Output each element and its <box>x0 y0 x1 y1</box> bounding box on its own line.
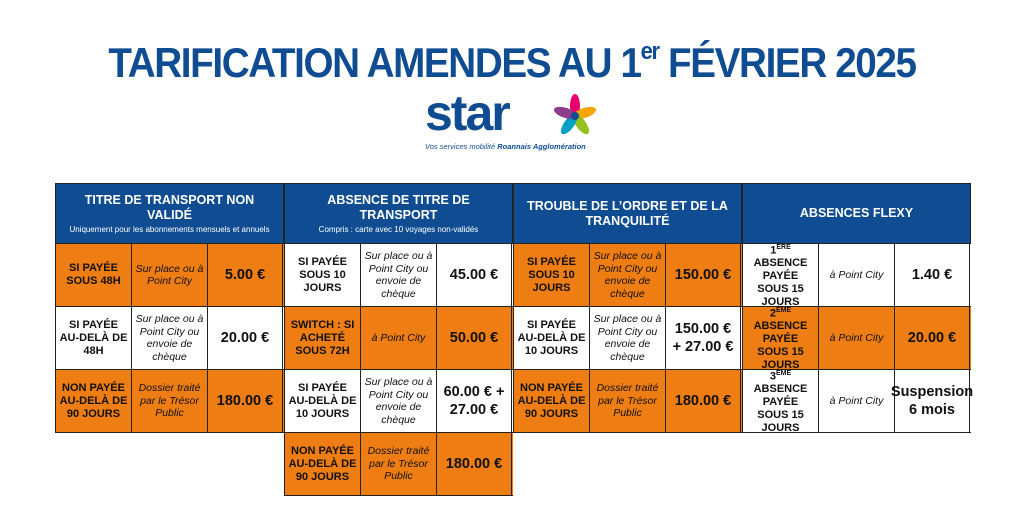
table-row: SI PAYÉE SOUS 10 JOURS Sur place ou à Poi… <box>513 244 742 307</box>
tagline: Vos services mobilité Roannais Aggloméra… <box>425 142 586 151</box>
table-cell: 180.00 € <box>207 370 283 432</box>
cell-number: 1 <box>770 244 777 257</box>
group-header: TROUBLE DE L’ORDRE ET DE LA TRANQUILITÉ <box>513 183 742 244</box>
group-header: ABSENCE DE TITRE DE TRANSPORT Compris : c… <box>284 183 513 244</box>
table-cell: 3ÈME ABSENCE PAYÉE SOUS 15 JOURS <box>742 370 818 434</box>
table-cell: SI PAYÉE AU-DELÀ DE 48H <box>55 307 131 369</box>
header-subtitle: Uniquement pour les abonnements mensuels… <box>69 225 270 234</box>
table-cell: 180.00 € <box>665 370 741 432</box>
table-cell: 150.00 € <box>665 244 741 306</box>
cell-text: 1ÈRE ABSENCE PAYÉE SOUS 15 JOURS <box>746 241 815 310</box>
table-cell: Sur place ou à Point City ou envoie de c… <box>589 244 665 306</box>
table-cell: 50.00 € <box>436 307 512 369</box>
table-row: SI PAYÉE SOUS 10 JOURS Sur place ou à Poi… <box>284 244 513 307</box>
table-cell: SI PAYÉE AU-DELÀ DE 10 JOURS <box>284 370 360 432</box>
cell-text: 2ÈME ABSENCE PAYÉE SOUS 15 JOURS <box>746 304 815 373</box>
tagline-bold: Roannais Agglomération <box>497 142 586 151</box>
table-cell: 20.00 € <box>894 307 970 369</box>
table-cell: 1ÈRE ABSENCE PAYÉE SOUS 15 JOURS <box>742 244 818 308</box>
table-cell: à Point City <box>818 244 894 306</box>
table-cell: SI PAYÉE SOUS 48H <box>55 244 131 306</box>
table-row: SI PAYÉE AU-DELÀ DE 10 JOURS Sur place ou… <box>513 307 742 370</box>
table-cell: Sur place ou à Point City ou envoie de c… <box>360 370 436 432</box>
column-group: ABSENCES FLEXY 1ÈRE ABSENCE PAYÉE SOUS 15… <box>742 183 973 434</box>
table-cell: Sur place ou à Point City <box>131 244 207 306</box>
table-row: NON PAYÉE AU-DELÀ DE 90 JOURS Dossier tra… <box>513 370 742 433</box>
title-text: FÉVRIER 2025 <box>658 39 917 86</box>
table-row: 3ÈME ABSENCE PAYÉE SOUS 15 JOURS à Point … <box>742 370 973 434</box>
title-sup: er <box>640 38 660 65</box>
group-header: ABSENCES FLEXY <box>742 183 971 244</box>
logo: star Vos services mobilité Roannais Aggl… <box>425 85 605 152</box>
header-subtitle: Compris : carte avec 10 voyages non-vali… <box>318 225 479 234</box>
table-cell: 1.40 € <box>894 244 970 306</box>
table-cell: SWITCH : SI ACHETÉ SOUS 72H <box>284 307 360 369</box>
table-cell: à Point City <box>818 370 894 432</box>
table-cell: 150.00 € + 27.00 € <box>665 307 741 369</box>
table-cell: NON PAYÉE AU-DELÀ DE 90 JOURS <box>513 370 589 432</box>
table-cell: SI PAYÉE AU-DELÀ DE 10 JOURS <box>513 307 589 369</box>
table-cell: Sur place ou à Point City ou envoie de c… <box>131 307 207 369</box>
table-cell: à Point City <box>360 307 436 369</box>
header-title: ABSENCES FLEXY <box>799 206 914 220</box>
column-group: TROUBLE DE L’ORDRE ET DE LA TRANQUILITÉ S… <box>513 183 742 433</box>
table-row: 1ÈRE ABSENCE PAYÉE SOUS 15 JOURS à Point … <box>742 244 971 308</box>
cell-number: 2 <box>769 307 776 320</box>
table-cell: Dossier traité par le Trésor Public <box>589 370 665 432</box>
table-cell: 2ÈME ABSENCE PAYÉE SOUS 15 JOURS <box>742 307 818 371</box>
table-cell: Dossier traité par le Trésor Public <box>360 433 436 495</box>
cell-number: 3 <box>769 370 776 383</box>
header-title: ABSENCE DE TITRE DE TRANSPORT <box>327 193 470 222</box>
table-row: 2ÈME ABSENCE PAYÉE SOUS 15 JOURS à Point … <box>742 307 971 371</box>
table-row: NON PAYÉE AU-DELÀ DE 90 JOURS Dossier tra… <box>284 433 513 496</box>
column-group: ABSENCE DE TITRE DE TRANSPORT Compris : c… <box>284 183 513 496</box>
group-header: TITRE DE TRANSPORT NON VALIDÉ Uniquement … <box>55 183 284 244</box>
title: TARIFICATION AMENDES AU 1er FÉVRIER 2025 <box>41 38 983 87</box>
logo-text: star <box>425 85 511 141</box>
table-cell: Suspension 6 mois <box>891 370 973 432</box>
cell-sup: ÈRE <box>776 243 791 251</box>
cell-text: ABSENCE PAYÉE SOUS 15 JOURS <box>753 320 808 372</box>
table-cell: Sur place ou à Point City ou envoie de c… <box>360 244 436 306</box>
table-cell: à Point City <box>818 307 894 369</box>
cell-text: ABSENCE PAYÉE SOUS 15 JOURS <box>753 383 808 435</box>
table-cell: 60.00 € + 27.00 € <box>436 370 512 432</box>
table-cell: NON PAYÉE AU-DELÀ DE 90 JOURS <box>55 370 131 432</box>
table-cell: 20.00 € <box>207 307 283 369</box>
header-title: TITRE DE TRANSPORT NON VALIDÉ <box>84 193 255 222</box>
cell-text: ABSENCE PAYÉE SOUS 15 JOURS <box>753 257 808 309</box>
column-group: TITRE DE TRANSPORT NON VALIDÉ Uniquement … <box>55 183 284 433</box>
table-cell: NON PAYÉE AU-DELÀ DE 90 JOURS <box>284 433 360 495</box>
table-row: NON PAYÉE AU-DELÀ DE 90 JOURS Dossier tra… <box>55 370 284 433</box>
title-text: TARIFICATION AMENDES AU 1 <box>108 39 642 86</box>
table-cell: 5.00 € <box>207 244 283 306</box>
table-cell: Dossier traité par le Trésor Public <box>131 370 207 432</box>
table-cell: 45.00 € <box>436 244 512 306</box>
table-cell: SI PAYÉE SOUS 10 JOURS <box>513 244 589 306</box>
table-cell: SI PAYÉE SOUS 10 JOURS <box>284 244 360 306</box>
cell-text: 3ÈME ABSENCE PAYÉE SOUS 15 JOURS <box>746 367 815 436</box>
cell-sup: ÈME <box>775 369 792 377</box>
logo-star <box>553 94 597 135</box>
table-row: SI PAYÉE AU-DELÀ DE 48H Sur place ou à Po… <box>55 307 284 370</box>
table-cell: 180.00 € <box>436 433 512 495</box>
header-title: TROUBLE DE L’ORDRE ET DE LA TRANQUILITÉ <box>527 198 728 228</box>
cell-sup: ÈME <box>775 306 792 314</box>
table-row: SI PAYÉE SOUS 48H Sur place ou à Point Ci… <box>55 244 284 307</box>
tagline-text: Vos services mobilité <box>425 142 498 151</box>
table-cell: Sur place ou à Point City ou envoie de c… <box>589 307 665 369</box>
table-row: SWITCH : SI ACHETÉ SOUS 72H à Point City 5… <box>284 307 513 370</box>
table-row: SI PAYÉE AU-DELÀ DE 10 JOURS Sur place ou… <box>284 370 513 433</box>
